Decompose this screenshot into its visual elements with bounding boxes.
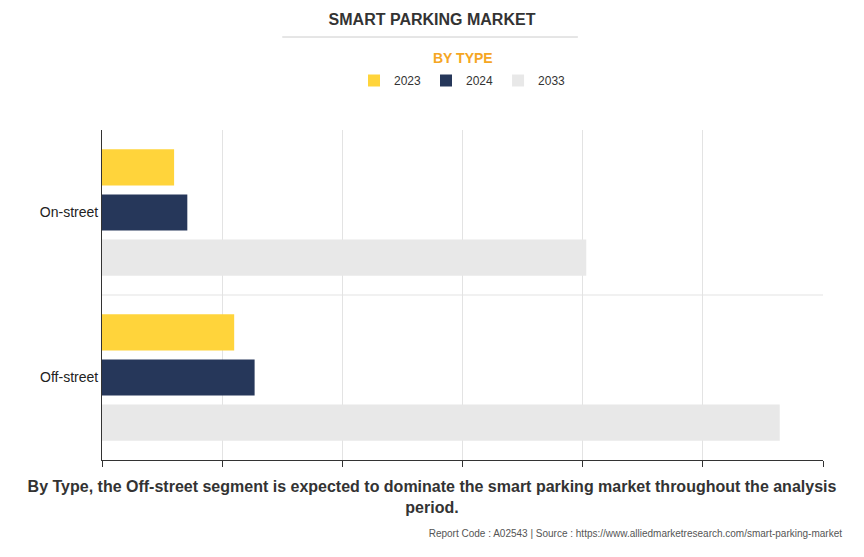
svg-text:On-street: On-street [40, 204, 98, 220]
html-text:By Type, the Off-street segmen: By Type, the Off-street segment is expec… [27, 478, 837, 516]
svg-text:2033: 2033 [538, 74, 565, 88]
svg-text:2023: 2023 [394, 74, 421, 88]
html-text:Report Code : A02543 | Source: Report Code : A02543 | Source : https://… [428, 528, 842, 539]
svg-text:2024: 2024 [466, 74, 493, 88]
svg-text:Off-street: Off-street [40, 369, 98, 385]
svg-text:SMART PARKING MARKET: SMART PARKING MARKET [329, 11, 536, 28]
svg-text:BY TYPE: BY TYPE [433, 50, 493, 66]
